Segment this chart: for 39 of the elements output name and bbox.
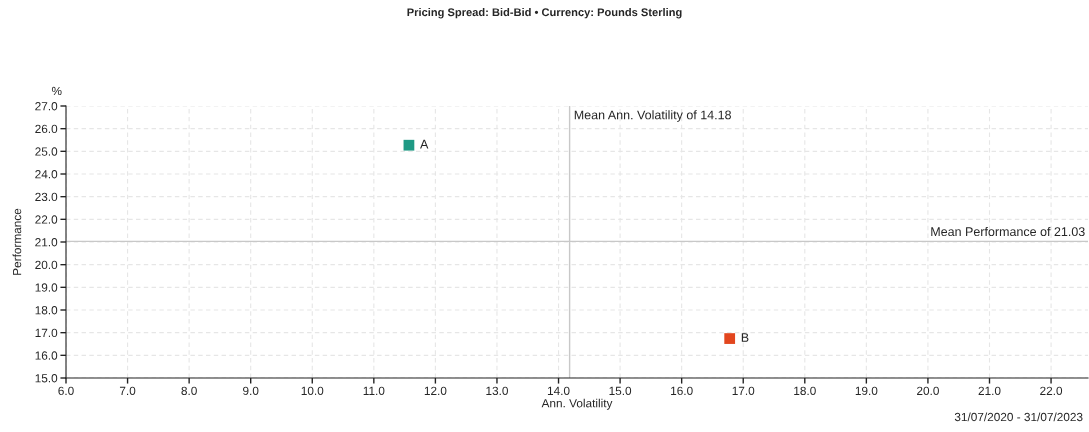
ref-line-label: Mean Performance of 21.03 <box>931 226 1085 237</box>
text: % <box>51 86 62 96</box>
y-tick-label: 26.0 <box>35 124 58 134</box>
ref-line-label: Mean Ann. Volatility of 14.18 <box>574 110 731 122</box>
x-tick-label: 13.0 <box>486 386 508 395</box>
y-tick-label: 18.0 <box>35 306 58 315</box>
series-label: A <box>420 139 429 149</box>
x-tick-label: 6.0 <box>58 386 74 395</box>
x-tick-label: 20.0 <box>917 386 939 395</box>
x-tick-label: 10.0 <box>301 386 324 395</box>
y-tick-label: 16.0 <box>35 351 58 360</box>
text: 31/07/2020 - 31/07/2023 <box>954 412 1083 422</box>
x-tick-label: 9.0 <box>243 386 259 395</box>
x-tick-label: 7.0 <box>119 386 136 395</box>
y-axis-title: Performance <box>12 208 22 275</box>
x-axis-title: Ann. Volatility <box>541 398 613 410</box>
x-tick-label: 14.0 <box>547 386 570 395</box>
y-tick-label: 23.0 <box>35 192 58 202</box>
x-tick-label: 8.0 <box>181 386 197 395</box>
y-tick-label: 20.0 <box>35 260 58 270</box>
x-tick-label: 17.0 <box>732 386 755 395</box>
x-tick-label: 12.0 <box>424 386 447 395</box>
chart-title: Pricing Spread: Bid-Bid • Currency: Pounds Sterling <box>407 8 682 19</box>
x-tick-label: 11.0 <box>363 386 385 395</box>
y-tick-label: 25.0 <box>35 147 58 156</box>
x-tick-label: 15.0 <box>609 386 632 395</box>
x-tick-label: 16.0 <box>671 386 693 395</box>
y-tick-label: 21.0 <box>35 238 58 247</box>
y-tick-label: 19.0 <box>35 283 58 292</box>
x-tick-label: 19.0 <box>855 386 878 395</box>
x-tick-label: 21.0 <box>978 386 1001 395</box>
y-tick-label: 15.0 <box>35 374 58 383</box>
y-tick-label: 22.0 <box>35 215 58 224</box>
series-label: B <box>741 333 749 342</box>
y-tick-label: 17.0 <box>35 328 58 338</box>
x-tick-label: 18.0 <box>794 386 816 395</box>
y-tick-label: 27.0 <box>35 102 58 111</box>
y-tick-label: 24.0 <box>35 170 58 179</box>
x-tick-label: 22.0 <box>1040 386 1063 395</box>
